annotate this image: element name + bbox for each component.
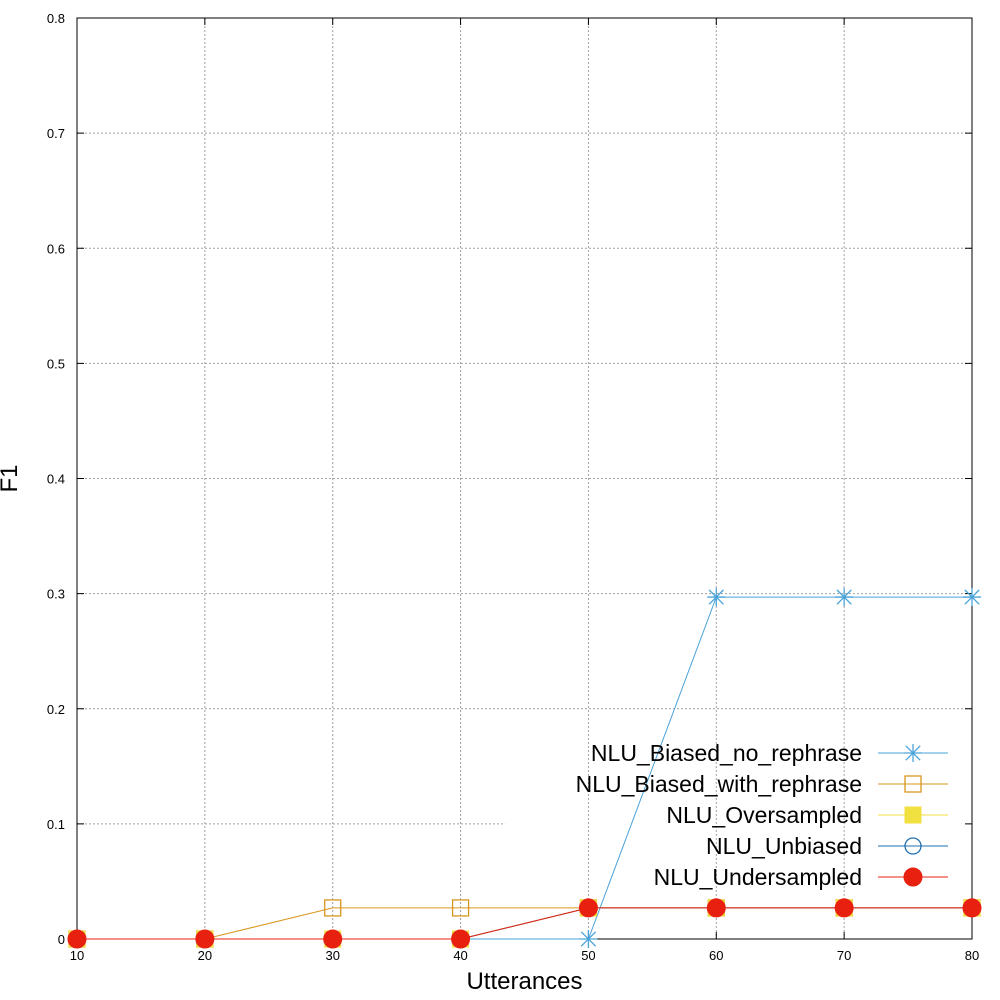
- legend-swatch-marker: [904, 744, 922, 762]
- data-point: [962, 898, 982, 918]
- legend: NLU_Biased_no_rephrase NLU_Biased_with_re…: [576, 740, 948, 890]
- legend-label: NLU_Unbiased: [706, 833, 862, 859]
- data-point: [195, 929, 215, 949]
- legend-item: NLU_Oversampled: [666, 802, 948, 828]
- data-point: [578, 898, 598, 918]
- legend-label: NLU_Oversampled: [666, 802, 862, 828]
- x-tick-label: 80: [965, 948, 979, 963]
- y-tick-label: 0.6: [47, 241, 65, 256]
- data-point: [324, 899, 342, 917]
- data-point: [323, 929, 343, 949]
- legend-label: NLU_Biased_with_rephrase: [576, 771, 862, 797]
- series-line: [77, 907, 972, 940]
- y-tick-label: 0.1: [47, 817, 65, 832]
- legend-item: NLU_Undersampled: [654, 864, 948, 890]
- y-tick-label: 0: [58, 932, 65, 947]
- y-tick-label: 0.5: [47, 356, 65, 371]
- x-tick-label: 40: [453, 948, 467, 963]
- y-tick-label: 0.7: [47, 126, 65, 141]
- data-point: [706, 898, 726, 918]
- data-point: [963, 588, 981, 607]
- legend-swatch-marker: [904, 775, 922, 793]
- legend-item: NLU_Unbiased: [706, 833, 948, 859]
- data-point: [707, 588, 726, 607]
- star-stroke: [905, 745, 921, 761]
- axis-ticks: 10 20 30 40 50 60 70 80 0 0.1 0.2 0.3 0.4 0.5 0.6 0.7 0.…: [47, 11, 979, 963]
- x-tick-label: 20: [198, 948, 212, 963]
- legend-label: NLU_Biased_no_rephrase: [591, 740, 862, 766]
- series-5: [67, 898, 982, 949]
- legend-swatch-marker: [903, 867, 923, 887]
- data-point: [834, 898, 854, 918]
- y-axis-title: F1: [0, 464, 23, 492]
- star-stroke: [708, 589, 724, 605]
- legend-swatch-marker: [904, 837, 922, 855]
- legend-item: NLU_Biased_no_rephrase: [591, 740, 948, 766]
- y-tick-label: 0.2: [47, 702, 65, 717]
- legend-swatch-marker: [904, 806, 922, 824]
- x-tick-label: 60: [709, 948, 723, 963]
- x-tick-label: 30: [325, 948, 339, 963]
- data-point: [451, 899, 470, 917]
- legend-label: NLU_Undersampled: [654, 864, 862, 890]
- series-layer: [67, 588, 982, 949]
- star-stroke: [964, 589, 980, 605]
- data-point: [67, 929, 87, 949]
- data-point: [451, 929, 471, 949]
- star-stroke: [836, 589, 852, 605]
- data-point: [835, 588, 854, 607]
- x-tick-label: 70: [837, 948, 851, 963]
- legend-item: NLU_Biased_with_rephrase: [576, 771, 948, 797]
- x-tick-label: 10: [70, 948, 84, 963]
- x-tick-label: 50: [581, 948, 595, 963]
- data-point: [579, 930, 598, 948]
- y-tick-label: 0.8: [47, 11, 65, 26]
- x-axis-title: Utterances: [466, 968, 582, 995]
- star-stroke: [580, 931, 597, 947]
- gridlines: [77, 18, 972, 939]
- y-tick-label: 0.3: [47, 587, 65, 602]
- y-tick-label: 0.4: [47, 472, 65, 487]
